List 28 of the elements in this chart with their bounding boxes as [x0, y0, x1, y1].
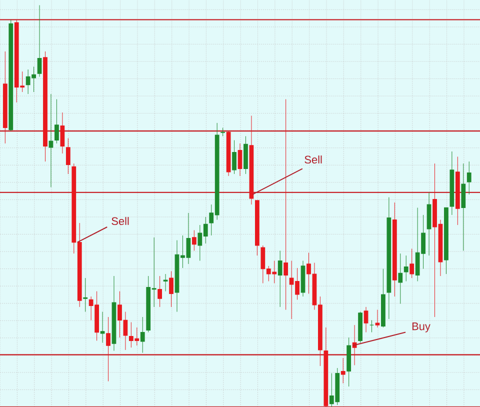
- candlestick: [340, 358, 346, 384]
- candlestick: [83, 278, 88, 312]
- candlestick: [404, 255, 408, 282]
- candlestick: [163, 274, 168, 292]
- candlestick: [140, 316, 145, 354]
- candlestick: [54, 98, 59, 144]
- candlestick: [398, 253, 403, 304]
- candlestick: [364, 306, 368, 333]
- candlestick: [466, 161, 472, 195]
- candlestick: [37, 4, 42, 77]
- candlestick: [410, 248, 414, 278]
- candlestick: [158, 276, 162, 308]
- candlestick: [232, 140, 236, 174]
- candlestick: [238, 143, 242, 176]
- annotation: Sell: [112, 216, 129, 225]
- candlestick: [284, 98, 288, 310]
- candlestick: [461, 163, 466, 251]
- candlestick: [375, 310, 380, 328]
- candlestick: [169, 270, 174, 308]
- candlestick: [106, 316, 110, 382]
- annotation: Buy: [412, 322, 430, 332]
- candlestick: [278, 250, 282, 308]
- candlestick: [192, 230, 196, 251]
- candlestick: [48, 94, 54, 188]
- candlestick: [100, 312, 105, 343]
- annotation: Sell: [304, 155, 322, 164]
- candlestick: [60, 112, 65, 154]
- candlestick: [66, 138, 70, 174]
